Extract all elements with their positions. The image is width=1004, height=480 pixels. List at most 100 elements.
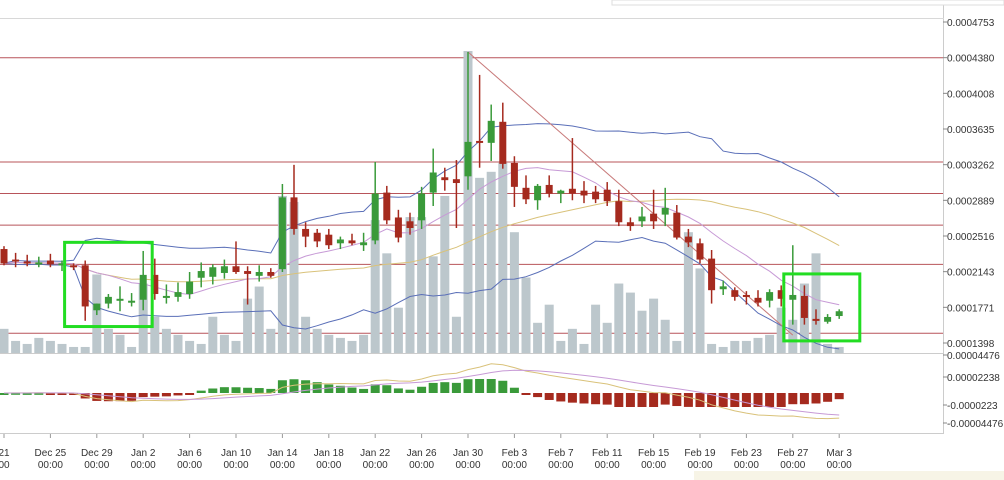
candle-body <box>499 121 507 164</box>
x-tick-label-time: 00:00 <box>84 460 109 471</box>
candle-body <box>429 172 437 193</box>
volume-bar <box>208 316 218 353</box>
macd-histogram-bar <box>637 393 647 407</box>
volume-bar <box>301 316 311 353</box>
macd-histogram-bar <box>301 380 311 393</box>
candle-body <box>81 265 89 307</box>
candle-body <box>742 294 750 297</box>
macd-histogram-bar <box>45 393 55 395</box>
volume-bar <box>788 319 798 353</box>
volume-bar <box>440 195 450 353</box>
volume-bar <box>730 340 740 353</box>
y-tick-label: 0.0002889 <box>947 196 995 207</box>
macd-signal-line <box>4 369 840 416</box>
macd-histogram-bar <box>765 393 775 407</box>
candle-body <box>615 201 623 223</box>
macd-histogram-bar <box>649 393 659 407</box>
volume-bar <box>103 328 113 353</box>
volume-bar <box>509 232 519 353</box>
candle-body <box>278 197 286 270</box>
volume-bar <box>69 346 79 353</box>
candle-body <box>835 311 843 317</box>
macd-histogram-bar <box>707 393 717 407</box>
x-tick-label-time: 00:00 <box>548 460 573 471</box>
volume-bar <box>277 195 287 353</box>
volume-bars <box>0 51 844 353</box>
candle-body <box>812 318 820 321</box>
macd-histogram-bar <box>509 387 519 393</box>
candle-body <box>824 316 832 322</box>
candle-body <box>684 236 692 243</box>
volume-bar <box>544 304 554 353</box>
x-tick-label-date: Jan 22 <box>360 448 390 459</box>
highlight-boxes <box>63 240 862 343</box>
x-tick-label-time: 00:00 <box>38 460 63 471</box>
macd-histogram-bar <box>544 393 554 400</box>
macd-histogram-bar <box>57 393 67 395</box>
x-tick-label-time: 00:00 <box>131 460 156 471</box>
candle-body <box>128 300 136 303</box>
volume-bar <box>347 340 357 353</box>
volume-bar <box>625 292 635 353</box>
volume-bar <box>765 334 775 353</box>
candle-body <box>255 272 263 276</box>
volume-bar <box>660 319 670 353</box>
highlight-box <box>782 272 862 343</box>
candlesticks <box>0 51 843 325</box>
candle-body <box>464 141 472 177</box>
volume-bar <box>335 337 345 353</box>
volume-bar <box>312 328 322 353</box>
candle-body <box>510 162 518 187</box>
macd-histogram-bar <box>823 393 833 402</box>
candle-body <box>534 185 542 201</box>
x-tick-label-date: Jan 26 <box>407 448 437 459</box>
candle-body <box>626 222 634 227</box>
macd-bottom-border <box>0 433 944 434</box>
macd-histogram-bar <box>498 380 508 393</box>
candle-body <box>336 239 344 244</box>
candle-body <box>58 263 66 266</box>
x-tick-label-time: 00:00 <box>455 460 480 471</box>
candle-body <box>696 243 704 260</box>
x-tick-label-date: Feb 15 <box>638 448 670 459</box>
volume-bar <box>127 346 137 353</box>
macd-histogram-bar <box>486 379 496 393</box>
macd-histogram-bar <box>92 393 102 401</box>
top-border <box>0 18 944 19</box>
y-tick-label: 0.0003635 <box>947 125 995 136</box>
volume-bar <box>521 277 531 353</box>
candle-body <box>418 193 426 221</box>
macd-histogram-bar <box>811 393 821 404</box>
x-tick-label-date: Dec 29 <box>81 448 113 459</box>
y-axis: 0.0004753 0.0004380 0.0004008 0.0003635 0.00… <box>943 18 1004 430</box>
volume-bar <box>150 316 160 353</box>
macd-tick-label: -0.0000223 <box>947 401 998 412</box>
macd-histogram-bar <box>138 393 148 398</box>
macd-histogram-bar <box>788 393 798 405</box>
candle-body <box>383 192 391 221</box>
macd-histogram-bar <box>127 393 137 401</box>
volume-bar <box>34 337 44 353</box>
volume-bar <box>196 343 206 353</box>
candle-body <box>302 228 310 237</box>
macd-histogram-bar <box>231 387 241 393</box>
x-tick-label-time: 00:00 <box>502 460 527 471</box>
x-tick-label-date: Jan 18 <box>314 448 344 459</box>
x-tick-label-date: Feb 23 <box>731 448 763 459</box>
volume-bar <box>463 51 473 353</box>
volume-bar <box>556 340 566 353</box>
x-tick-label-time: 00:00 <box>223 460 248 471</box>
macd-histogram-bar <box>567 393 577 403</box>
macd-line <box>3 363 840 420</box>
macd-histogram-bar <box>741 393 751 407</box>
candle-body <box>12 259 20 262</box>
macd-histogram-bar <box>417 386 427 393</box>
candle-body <box>452 179 460 184</box>
candle-body <box>290 197 298 229</box>
candle-body <box>174 292 182 297</box>
volume-bar <box>428 256 438 353</box>
x-tick-label-time: 00:00 <box>363 460 388 471</box>
candle-body <box>35 262 43 265</box>
volume-bar <box>161 328 171 353</box>
candle-body <box>545 184 553 194</box>
